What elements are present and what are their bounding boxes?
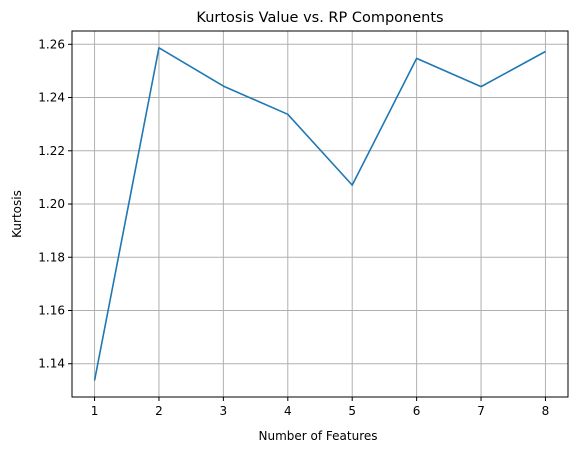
y-tick-label: 1.20 <box>38 197 65 211</box>
x-axis-ticks: 1 2 3 4 5 6 7 8 <box>91 397 550 418</box>
y-tick-label: 1.16 <box>38 303 65 317</box>
y-tick-label: 1.22 <box>38 144 65 158</box>
series-line <box>93 46 546 381</box>
x-tick-label: 7 <box>477 404 485 418</box>
chart-title: Kurtosis Value vs. RP Components <box>196 10 443 26</box>
y-tick-label: 1.18 <box>38 250 65 264</box>
x-tick-label: 4 <box>284 404 292 418</box>
y-axis-label: Kurtosis <box>10 190 24 238</box>
series-layer <box>93 46 546 381</box>
x-tick-label: 3 <box>220 404 228 418</box>
x-tick-label: 8 <box>542 404 550 418</box>
y-axis-ticks: 1.14 1.16 1.18 1.20 1.22 1.24 1.26 <box>38 37 72 371</box>
y-tick-label: 1.24 <box>38 91 65 105</box>
x-tick-label: 2 <box>155 404 163 418</box>
x-axis-label: Number of Features <box>259 429 378 443</box>
plot-frame <box>71 30 569 398</box>
x-tick-label: 6 <box>413 404 421 418</box>
x-tick-label: 1 <box>91 404 99 418</box>
grid <box>72 31 568 397</box>
x-tick-label: 5 <box>348 404 356 418</box>
y-tick-label: 1.26 <box>38 37 65 51</box>
y-tick-label: 1.14 <box>38 357 65 371</box>
